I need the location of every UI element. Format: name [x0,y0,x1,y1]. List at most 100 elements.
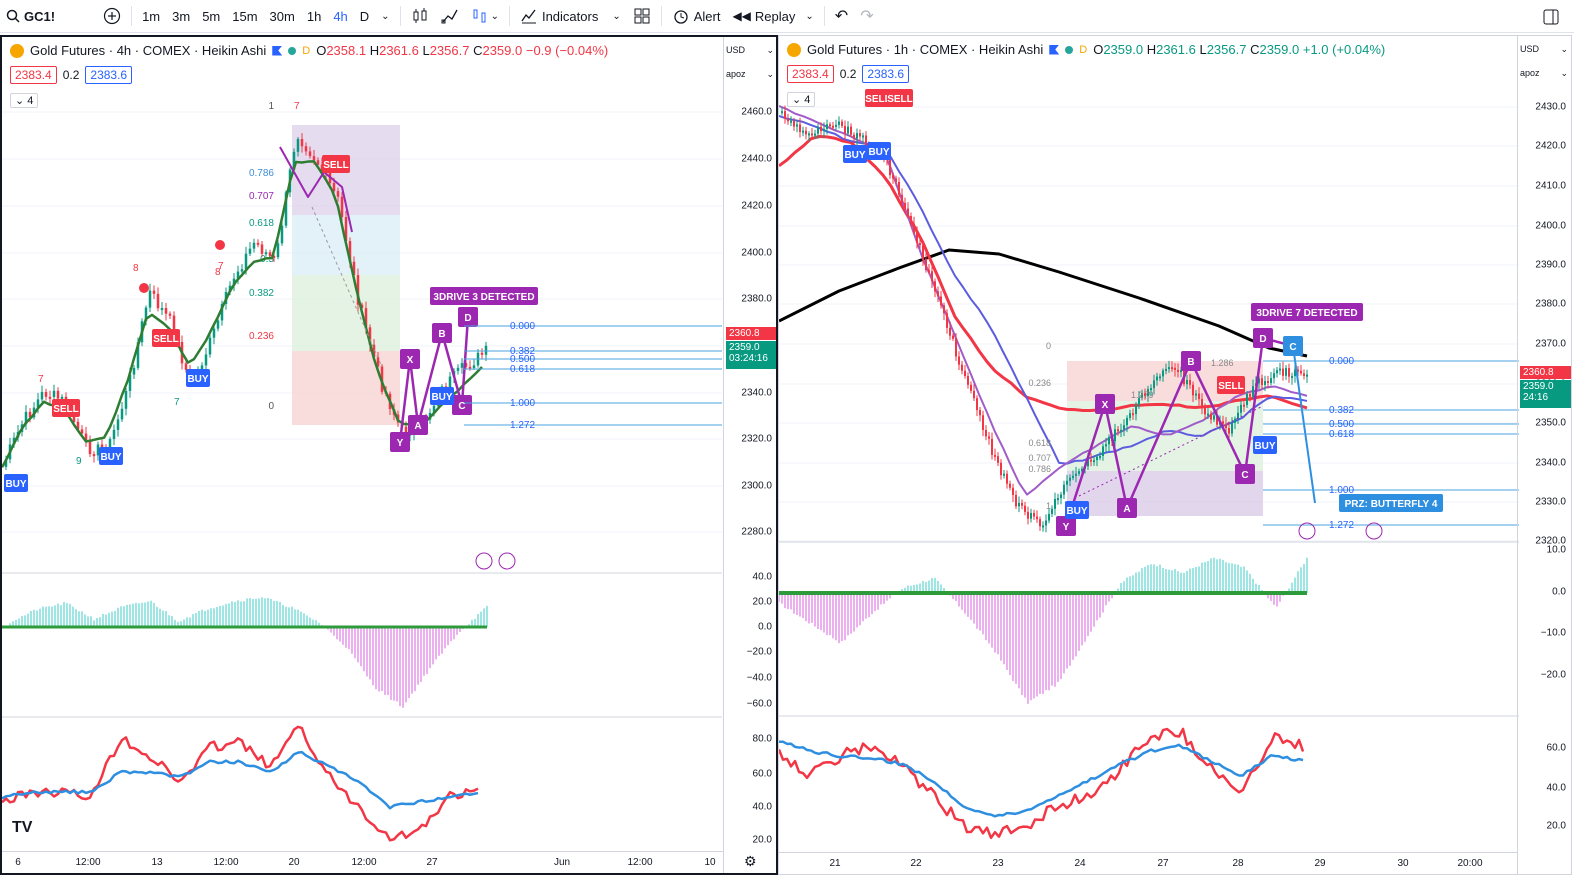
fib-box-level: 0 [1046,341,1051,351]
candle [1069,477,1071,481]
undo-button[interactable]: ↶ [829,0,854,33]
alert-button[interactable]: Alert [666,0,727,33]
indicator-collapse-button[interactable]: ⌄ 4 [10,93,39,108]
candle [308,151,312,157]
interval-dropdown[interactable]: ⌄ [375,0,395,33]
bar-type-button[interactable]: ⌄ [465,0,505,33]
candle [814,133,816,136]
chevron-down-icon: ⌄ [381,10,390,22]
layouts-button[interactable] [627,0,657,33]
candle [296,139,300,152]
chart-pane-1h[interactable]: Gold Futures · 1h · COMEX · Heikin Ashi … [778,35,1572,875]
grid-icon [634,8,650,24]
candle [480,352,484,355]
buy-price-button[interactable]: 2383.6 [85,66,133,84]
candle [332,183,336,192]
time-tick: 28 [1232,858,1244,869]
buy-signal: BUY [100,452,121,463]
buy-signal-bg [430,387,454,405]
fib-zone-green [292,275,400,351]
buy-price-button[interactable]: 2383.6 [862,65,910,83]
candle [907,208,909,217]
candle [964,370,966,377]
price-axis-4h[interactable]: USD ⌄ apoz ⌄ 2460.0 2440.0 2420.0 2400.0 2380.… [723,37,776,873]
candle [1090,459,1092,462]
alert-icon [475,552,493,570]
chevron-down-icon: ⌄ [1560,44,1568,54]
rsi-line [779,727,1305,840]
trade-buttons: 2383.4 0.2 2383.6 [787,65,910,83]
flag-icon[interactable] [1049,44,1060,55]
indicators-button[interactable]: Indicators ⌄ [514,0,627,33]
pattern-point-B: B [1187,357,1194,368]
flag-icon[interactable] [272,45,283,56]
sell-price-button[interactable]: 2383.4 [787,65,834,83]
candle [1216,415,1218,425]
scale-select[interactable]: apoz ⌄ [726,69,774,80]
candle [931,271,933,282]
symbol-search[interactable]: GC1! [0,0,61,33]
interval-5m[interactable]: 5m [202,8,221,24]
candle [368,327,372,345]
candle [96,444,100,456]
candle [336,191,340,197]
price-tick: 2280.0 [741,526,772,538]
candle [1096,456,1098,461]
candle [1273,373,1275,379]
candle [1294,369,1296,377]
compare-button[interactable] [97,0,127,33]
chart-title: Gold Futures · 1h · COMEX · Heikin Ashi [807,42,1044,57]
indicator-collapse-button[interactable]: ⌄ 4 [787,92,816,107]
candle [976,398,978,411]
settings-gear-icon[interactable]: ⚙ [744,853,757,869]
sell-price-button[interactable]: 2383.4 [10,66,57,84]
high-value: 2361.6 [1156,42,1196,57]
interval-1h[interactable]: 1h [306,8,322,24]
price-axis-1h[interactable]: USD ⌄ apoz ⌄ 2430.0 2420.0 2410.0 2400.0 2390.… [1517,36,1571,874]
interval-1m[interactable]: 1m [142,8,161,24]
time-axis-1h[interactable]: 21 22 23 24 27 28 29 30 20:00 [779,852,1517,874]
fib-level: 0.618 [510,364,535,375]
currency-select[interactable]: USD ⌄ [1520,44,1568,55]
chart-pane-4h[interactable]: Gold Futures · 4h · COMEX · Heikin Ashi … [0,35,778,875]
interval-3m[interactable]: 3m [172,8,191,24]
time-tick: 12:00 [351,857,377,868]
candle [432,405,436,413]
candle [1195,393,1197,396]
scale-select[interactable]: apoz ⌄ [1520,68,1568,79]
pattern-point-bg [432,323,452,343]
interval-4h[interactable]: 4h [333,8,348,24]
chart-style-button[interactable] [435,0,465,33]
top-toolbar: GC1! 1m 3m 5m 15m 30m 1h 4h D ⌄ ⌄ Indica… [0,0,1574,33]
time-tick: 12:00 [75,857,101,868]
replay-button[interactable]: ◀◀ Replay ⌄ [726,0,819,33]
price-chart-4h[interactable]: 0.7860.7070.6180.50.3820.23601YXABCD3DRI… [2,37,722,875]
candle-type-button[interactable] [405,0,435,33]
pattern-point-X: X [1102,400,1109,411]
candle [1147,388,1149,397]
interval-d[interactable]: D [359,8,370,24]
time-axis-4h[interactable]: 6 12:00 13 12:00 20 12:00 27 Jun 12:00 10 [2,851,723,873]
td-count: 7 [294,101,300,112]
interval-30m[interactable]: 30m [269,8,295,24]
currency-select[interactable]: USD ⌄ [726,45,774,56]
price-chart-1h[interactable]: Y X A B C D C 3DRIVE 7 DETECTED PRZ: BUTTERFLY 4… [779,36,1519,875]
candle [484,345,488,355]
last-price-green-tag: 2359.0 24:16 [1520,380,1571,408]
interval-15m[interactable]: 15m [232,8,258,24]
candle [1189,379,1191,385]
candle [1036,516,1038,520]
time-tick: 23 [992,858,1004,869]
candle [160,308,164,311]
redo-button[interactable]: ↷ [854,0,879,33]
fullscreen-button[interactable] [1536,0,1566,33]
last-price-value: 2359.0 [1523,381,1554,392]
candle [1150,388,1152,391]
time-tick: 20 [288,857,300,868]
candle [124,390,128,409]
candle [240,269,244,272]
candle [1000,462,1002,476]
buy-signal-bg [1065,501,1089,519]
candle [44,391,48,397]
candle [1144,393,1146,397]
